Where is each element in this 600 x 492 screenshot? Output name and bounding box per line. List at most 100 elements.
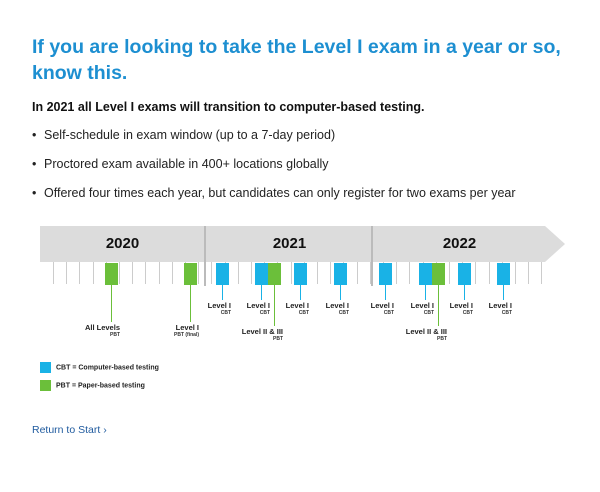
bullet-item: • Offered four times each year, but candi… (32, 186, 516, 200)
event-label-text: Level I (246, 301, 270, 310)
event-type-text: CBT (383, 310, 394, 316)
page-heading: If you are looking to take the Level I e… (32, 36, 561, 84)
year-2022: 2022 (442, 235, 477, 252)
marker-stem (261, 285, 262, 300)
event-label-text: Level I (285, 301, 309, 310)
legend-label: CBT = Computer-based testing (56, 364, 159, 372)
exam-marker-cbt (216, 263, 229, 285)
exam-marker-pbt (184, 263, 197, 285)
event-type-text: CBT (298, 310, 309, 316)
event-label-text: Level I (175, 323, 199, 332)
event-label: Level I CBT (411, 301, 434, 316)
marker-stem (425, 285, 426, 300)
bullet-item: • Self-schedule in exam window (up to a 7… (32, 128, 335, 142)
tick-mark (515, 262, 516, 284)
event-label-text: Level II & III (241, 327, 283, 336)
event-type-text: CBT (501, 310, 512, 316)
tick-mark (211, 262, 212, 284)
event-label-text: Level I (325, 301, 349, 310)
tick-mark (357, 262, 358, 284)
tick-mark (291, 262, 292, 284)
exam-marker-pbt (268, 263, 281, 285)
marker-stem (222, 285, 223, 300)
event-type-text: CBT (423, 310, 434, 316)
marker-stem (274, 285, 275, 326)
tick-mark (409, 262, 410, 284)
marker-stem (464, 285, 465, 300)
exam-marker-cbt (379, 263, 392, 285)
tick-mark (317, 262, 318, 284)
event-label: Level II & III PBT (242, 327, 283, 342)
bullet-text: Proctored exam available in 400+ locatio… (44, 157, 329, 171)
tick-mark (528, 262, 529, 284)
event-type-text: PBT (273, 336, 283, 342)
bullet-dot: • (32, 186, 37, 200)
event-label: Level I CBT (371, 301, 394, 316)
tick-mark (541, 262, 542, 284)
marker-stem (385, 285, 386, 300)
exam-marker-cbt (497, 263, 510, 285)
marker-stem (503, 285, 504, 300)
bullet-item: • Proctored exam available in 400+ locati… (32, 157, 329, 171)
exam-marker-cbt (458, 263, 471, 285)
event-type-text: PBT (110, 332, 120, 338)
tick-mark (172, 262, 173, 284)
event-label: Level I CBT (326, 301, 349, 316)
event-label-text: Level I (410, 301, 434, 310)
event-type-text: CBT (259, 310, 270, 316)
year-divider (371, 226, 373, 286)
tick-mark (396, 262, 397, 284)
tick-mark (489, 262, 490, 284)
tick-mark (370, 262, 371, 284)
year-2021: 2021 (272, 235, 307, 252)
marker-stem (300, 285, 301, 300)
event-type-text: CBT (338, 310, 349, 316)
tick-mark (449, 262, 450, 284)
subheading: In 2021 all Level I exams will transitio… (32, 100, 425, 114)
marker-stem (438, 285, 439, 326)
tick-mark (159, 262, 160, 284)
legend-label: PBT = Paper-based testing (56, 382, 145, 390)
event-label: Level I PBT (final) (174, 323, 199, 338)
event-label-text: All Levels (84, 323, 120, 332)
event-label-text: Level I (207, 301, 231, 310)
tick-mark (93, 262, 94, 284)
bullet-text: Offered four times each year, but candid… (44, 186, 516, 200)
event-type-text: CBT (462, 310, 473, 316)
tick-mark (475, 262, 476, 284)
bullet-dot: • (32, 157, 37, 171)
exam-marker-cbt (419, 263, 432, 285)
exam-marker-pbt (432, 263, 445, 285)
legend-pbt: PBT = Paper-based testing (40, 380, 145, 391)
tick-mark (198, 262, 199, 284)
exam-marker-pbt (105, 263, 118, 285)
event-type-text: CBT (220, 310, 231, 316)
event-label-text: Level I (370, 301, 394, 310)
timeline-band (40, 226, 545, 262)
timeline-arrow (545, 226, 565, 262)
legend-cbt: CBT = Computer-based testing (40, 362, 159, 373)
tick-mark (145, 262, 146, 284)
tick-mark (79, 262, 80, 284)
exam-marker-cbt (334, 263, 347, 285)
tick-mark (66, 262, 67, 284)
event-label: Level II & III PBT (406, 327, 447, 342)
return-to-start-link[interactable]: Return to Start › (32, 424, 107, 436)
tick-mark (119, 262, 120, 284)
tick-mark (53, 262, 54, 284)
marker-stem (111, 285, 112, 322)
tick-mark (132, 262, 133, 284)
event-label: Level I CBT (208, 301, 231, 316)
event-type-text: PBT (final) (174, 332, 199, 338)
exam-marker-cbt (294, 263, 307, 285)
event-type-text: PBT (437, 336, 447, 342)
exam-marker-cbt (255, 263, 268, 285)
bullet-dot: • (32, 128, 37, 142)
event-label: Level I CBT (247, 301, 270, 316)
marker-stem (340, 285, 341, 300)
legend-swatch-cbt (40, 362, 51, 373)
tick-mark (238, 262, 239, 284)
year-divider (204, 226, 206, 286)
event-label: Level I CBT (286, 301, 309, 316)
